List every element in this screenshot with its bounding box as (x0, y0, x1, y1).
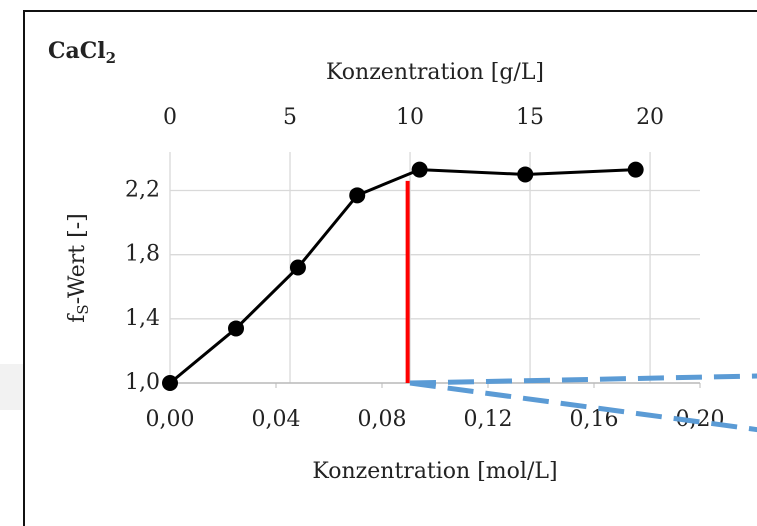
data-point (349, 187, 366, 204)
data-point (517, 166, 534, 183)
y-tick-label: 1,4 (125, 306, 160, 331)
x2-tick-label: 10 (396, 105, 424, 130)
title-main: CaCl (48, 38, 106, 64)
data-point (289, 259, 306, 276)
data-point (228, 320, 245, 337)
title-subscript: 2 (106, 49, 116, 67)
y-label-main: f (65, 313, 90, 323)
x2-tick-label: 15 (516, 105, 544, 130)
chart-title: CaCl2 (48, 38, 116, 67)
chart-frame (23, 10, 757, 526)
y-label-rest: -Wert [-] (65, 213, 90, 304)
background-strip (0, 364, 25, 410)
zoom-line (409, 373, 757, 386)
y-axis-label: fS-Wert [-] (65, 213, 92, 322)
x2-tick-label: 20 (636, 105, 664, 130)
x-tick-label: 0,08 (358, 407, 407, 432)
x2-tick-label: 5 (283, 105, 297, 130)
data-point (411, 161, 428, 178)
data-point (627, 161, 644, 178)
data-point (162, 375, 178, 391)
data-line (169, 168, 636, 385)
x-tick-label: 0,04 (252, 407, 301, 432)
plot: 1,01,41,82,20 5 10 15 200,00 0,04 0,08 0,12 0,16… (125, 105, 724, 432)
zoom-lines (409, 373, 757, 433)
x-tick-label: 0,12 (464, 407, 513, 432)
x-tick-label: 0,00 (146, 407, 195, 432)
y-label-subscript: S (74, 304, 92, 314)
zoom-line (409, 380, 757, 433)
x2-axis-label: Konzentration [g/L] (326, 60, 544, 85)
y-tick-label: 1,0 (125, 370, 160, 395)
x2-tick-label: 0 (163, 105, 177, 130)
x-axis-label: Konzentration [mol/L] (312, 459, 557, 484)
y-tick-label: 2,2 (125, 178, 160, 203)
y-tick-label: 1,8 (125, 242, 160, 267)
